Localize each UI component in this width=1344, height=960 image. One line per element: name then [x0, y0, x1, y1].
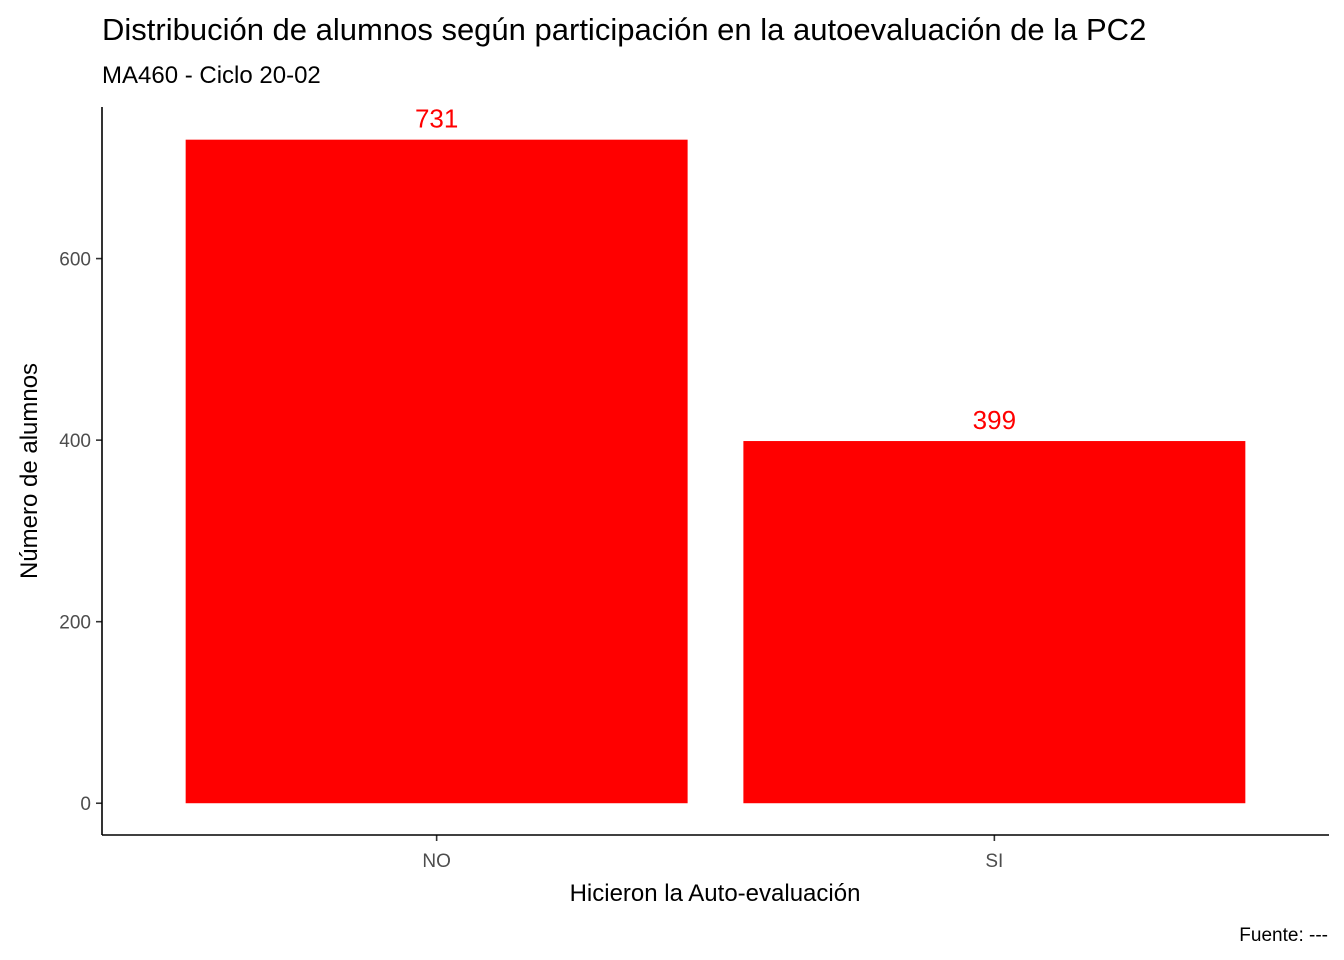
data-label: 731 [415, 104, 458, 134]
y-tick-label: 600 [59, 250, 91, 271]
plot-area: 0 200 400 600 NO 731 SI 399 [59, 104, 1246, 872]
chart-subtitle: MA460 - Ciclo 20-02 [102, 62, 321, 89]
bar-no [185, 139, 688, 804]
bar-si [743, 441, 1246, 804]
x-axis-title: Hicieron la Auto-evaluación [570, 880, 861, 907]
chart-title: Distribución de alumnos según participac… [102, 12, 1146, 47]
chart-caption: Fuente: --- [1239, 925, 1328, 946]
y-tick-label: 400 [59, 431, 91, 452]
data-label: 399 [973, 405, 1016, 435]
y-axis-title: Número de alumnos [16, 363, 43, 579]
x-tick-label: NO [422, 851, 451, 872]
y-tick-label: 0 [80, 794, 91, 815]
y-tick-label: 200 [59, 613, 91, 634]
x-tick-label: SI [985, 851, 1003, 872]
